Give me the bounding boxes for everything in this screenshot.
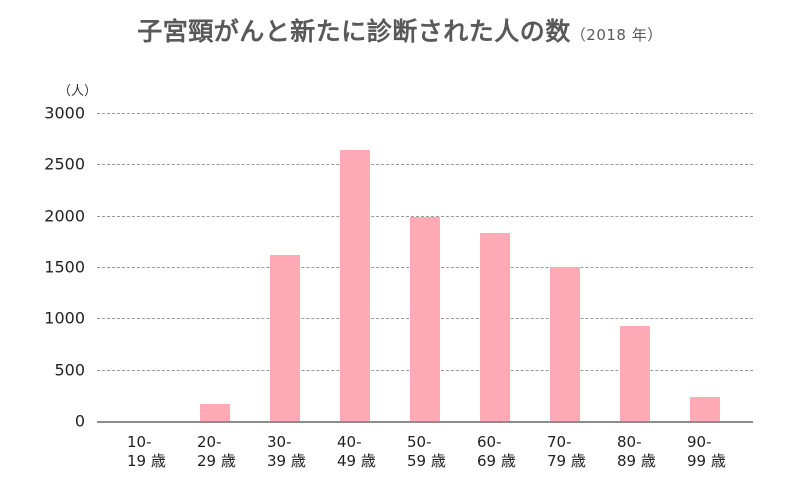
y-tick-label: 0 [74, 411, 85, 431]
y-tick-label: 1000 [44, 308, 85, 328]
x-tick-label: 50- 59 歳 [407, 433, 467, 471]
x-tick-label-line2: 39 歳 [267, 452, 306, 470]
x-tick-label-line1: 10- [127, 433, 152, 451]
chart-subtitle-year: （2018 年） [570, 26, 663, 44]
bar [690, 396, 720, 421]
x-tick-label: 60- 69 歳 [477, 433, 537, 471]
bar [620, 325, 650, 421]
x-tick-label-line2: 59 歳 [407, 452, 446, 470]
x-tick-label: 40- 49 歳 [337, 433, 397, 471]
x-tick-label-line2: 69 歳 [477, 452, 516, 470]
y-tick-label: 500 [54, 360, 85, 380]
x-tick-label-line1: 90- [687, 433, 712, 451]
gridline [97, 215, 753, 217]
y-tick-label: 3000 [44, 103, 85, 123]
x-tick-label-line1: 60- [477, 433, 502, 451]
chart-title: 子宮頸がんと新たに診断された人の数（2018 年） [0, 12, 800, 48]
x-tick-label-line1: 50- [407, 433, 432, 451]
x-tick-label-line1: 80- [617, 433, 642, 451]
x-tick-label: 10- 19 歳 [127, 433, 187, 471]
x-tick-label: 70- 79 歳 [547, 433, 607, 471]
gridline [97, 113, 753, 114]
x-tick-label-line1: 30- [267, 433, 292, 451]
x-tick-label-line2: 19 歳 [127, 452, 166, 470]
x-tick-label-line2: 29 歳 [197, 452, 236, 470]
y-axis-unit-label: （人） [58, 84, 98, 99]
x-tick-label-line1: 20- [197, 433, 222, 451]
x-tick-label: 30- 39 歳 [267, 433, 327, 471]
x-tick-label-line1: 70- [547, 433, 572, 451]
gridline [97, 164, 753, 166]
x-tick-label-line2: 79 歳 [547, 452, 586, 470]
plot-area: 0 500 1000 1500 2000 2500 3000 [44, 104, 753, 431]
x-tick-label-line2: 89 歳 [617, 452, 656, 470]
chart-title-main: 子宮頸がんと新たに診断された人の数 [137, 17, 571, 46]
x-axis-line [97, 421, 753, 423]
x-tick-label: 20- 29 歳 [197, 433, 257, 471]
bar [200, 403, 230, 421]
bar [340, 149, 370, 421]
bar [550, 267, 580, 421]
y-tick-label: 2500 [44, 154, 85, 174]
x-tick-label-line2: 99 歳 [687, 452, 726, 470]
x-tick-label: 90- 99 歳 [687, 433, 747, 471]
y-tick-label: 1500 [44, 257, 85, 277]
y-tick-label: 2000 [44, 206, 85, 226]
x-tick-label-line2: 49 歳 [337, 452, 376, 470]
x-tick-label: 80- 89 歳 [617, 433, 677, 471]
bar [270, 254, 300, 421]
bar [480, 233, 510, 421]
x-tick-label-line1: 40- [337, 433, 362, 451]
bar [410, 216, 440, 421]
